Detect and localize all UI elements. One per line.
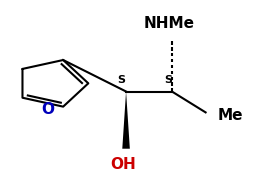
Polygon shape — [122, 92, 130, 149]
Text: S: S — [164, 75, 172, 85]
Text: NHMe: NHMe — [144, 16, 195, 31]
Text: OH: OH — [111, 157, 136, 172]
Text: O: O — [41, 102, 54, 117]
Text: Me: Me — [218, 108, 243, 123]
Text: S: S — [118, 75, 125, 85]
